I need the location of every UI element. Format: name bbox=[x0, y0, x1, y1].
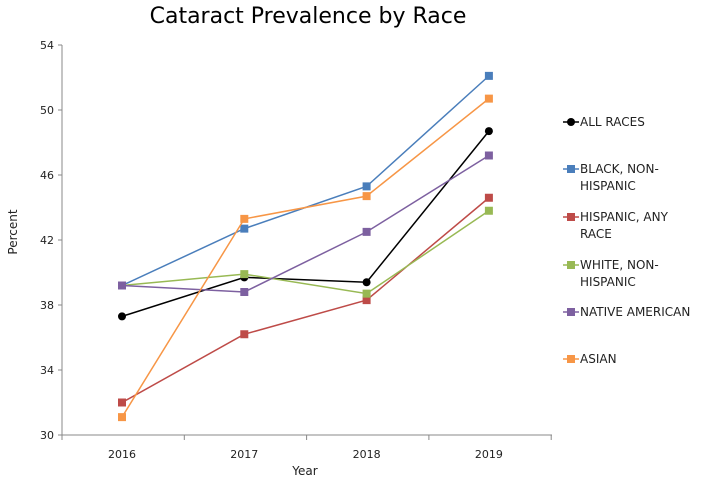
data-point bbox=[484, 151, 493, 160]
legend-marker bbox=[567, 261, 575, 269]
x-axis-label: Year bbox=[291, 464, 317, 478]
data-point bbox=[362, 227, 371, 236]
data-point bbox=[240, 224, 249, 233]
legend-item: NATIVE AMERICAN bbox=[563, 305, 690, 319]
legend-item: ALL RACES bbox=[563, 115, 645, 129]
x-tick-label: 2017 bbox=[230, 448, 258, 461]
series-line bbox=[121, 98, 490, 418]
y-ticks: 30 34 38 42 46 50 54 bbox=[40, 39, 62, 442]
x-ticks: 2016 2017 2018 2019 bbox=[61, 435, 552, 461]
series-line bbox=[121, 197, 490, 404]
data-point bbox=[362, 278, 371, 287]
series-line bbox=[121, 210, 490, 295]
legend-label: HISPANIC bbox=[580, 179, 636, 193]
series-0 bbox=[118, 127, 493, 321]
y-axis-label: Percent bbox=[6, 209, 20, 254]
x-tick-label: 2018 bbox=[353, 448, 381, 461]
legend-item: BLACK, NON- HISPANIC bbox=[563, 162, 659, 193]
data-point bbox=[484, 127, 493, 136]
y-tick-label: 46 bbox=[40, 169, 54, 182]
data-point bbox=[484, 193, 493, 202]
y-tick-label: 38 bbox=[40, 299, 54, 312]
legend-label: ALL RACES bbox=[580, 115, 645, 129]
series-5 bbox=[118, 94, 493, 422]
data-point bbox=[240, 288, 249, 296]
legend-label: WHITE, NON- bbox=[580, 258, 659, 272]
legend-label: BLACK, NON- bbox=[580, 162, 659, 176]
x-tick-label: 2016 bbox=[108, 448, 136, 461]
legend-label: RACE bbox=[580, 227, 612, 241]
legend-marker bbox=[567, 308, 575, 316]
legend: ALL RACES BLACK, NON- HISPANIC HISPANIC, AN… bbox=[563, 115, 690, 366]
series-1 bbox=[118, 71, 493, 290]
series-4 bbox=[118, 151, 493, 296]
data-point bbox=[362, 182, 371, 191]
y-tick-label: 54 bbox=[40, 39, 54, 52]
legend-item: HISPANIC, ANY RACE bbox=[563, 210, 669, 241]
legend-marker bbox=[567, 355, 575, 363]
x-tick-label: 2019 bbox=[475, 448, 503, 461]
chart-title: Cataract Prevalence by Race bbox=[150, 4, 467, 29]
data-point bbox=[240, 214, 249, 223]
y-tick-label: 50 bbox=[40, 104, 54, 117]
data-point bbox=[362, 289, 371, 298]
legend-item: WHITE, NON- HISPANIC bbox=[563, 258, 659, 289]
series-line bbox=[121, 75, 490, 287]
series-3 bbox=[118, 206, 493, 298]
data-point bbox=[240, 270, 249, 279]
legend-marker bbox=[567, 213, 575, 221]
data-point bbox=[118, 398, 126, 407]
data-point bbox=[362, 192, 371, 201]
data-point bbox=[484, 71, 493, 80]
series-line bbox=[121, 130, 490, 318]
legend-label: HISPANIC, ANY bbox=[580, 210, 669, 224]
data-point bbox=[118, 312, 126, 321]
legend-label: NATIVE AMERICAN bbox=[580, 305, 690, 319]
series-line bbox=[121, 154, 490, 293]
series-layer bbox=[118, 71, 493, 422]
legend-label: ASIAN bbox=[580, 352, 617, 366]
legend-marker bbox=[567, 118, 575, 126]
legend-marker bbox=[567, 165, 575, 173]
legend-label: HISPANIC bbox=[580, 275, 636, 289]
series-2 bbox=[118, 193, 493, 407]
y-tick-label: 30 bbox=[40, 429, 54, 442]
data-point bbox=[484, 94, 493, 103]
data-point bbox=[362, 296, 371, 305]
y-tick-label: 42 bbox=[40, 234, 54, 247]
y-tick-label: 34 bbox=[40, 364, 54, 377]
data-point bbox=[240, 330, 249, 339]
data-point bbox=[484, 206, 493, 215]
data-point bbox=[118, 413, 126, 422]
legend-item: ASIAN bbox=[563, 352, 617, 366]
data-point bbox=[118, 281, 126, 290]
